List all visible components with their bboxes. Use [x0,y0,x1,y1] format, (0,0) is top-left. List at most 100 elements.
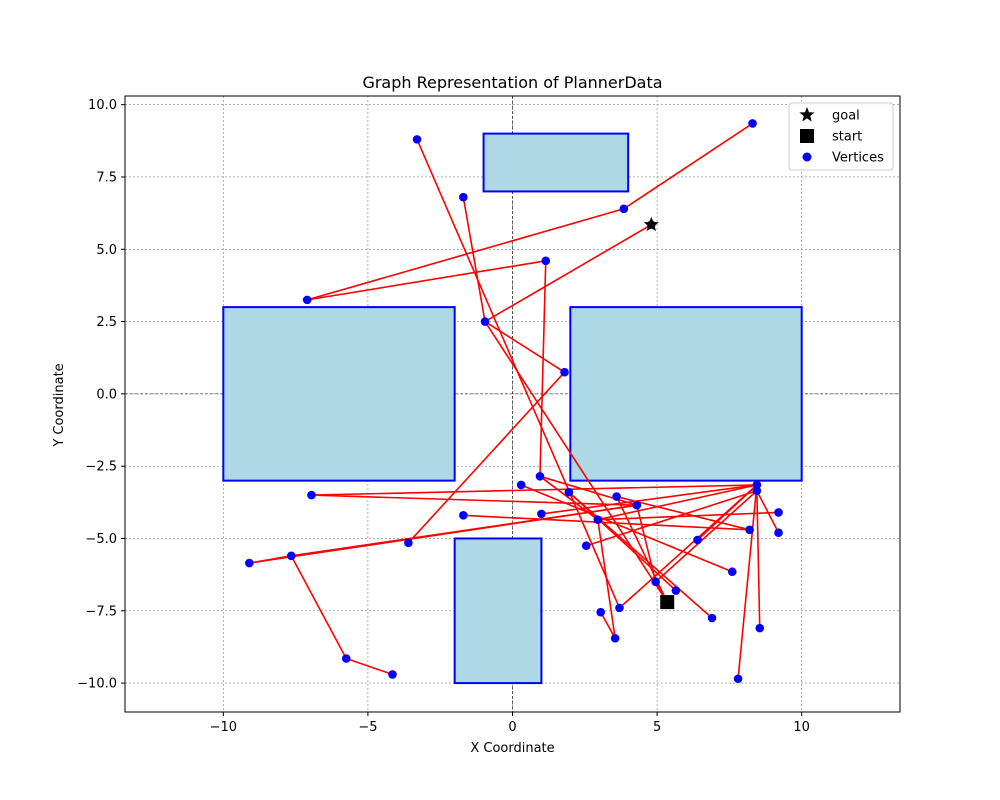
graph-edge [756,490,761,629]
obstacle [453,537,543,685]
x-tick-label: 10 [793,720,810,735]
graph-edge [462,197,486,322]
vertex-point [341,654,351,663]
legend-label: goal [832,109,860,124]
graph-edge [345,657,393,676]
graph-edge [597,519,616,639]
vertex-point [560,367,569,377]
vertex-point [245,558,254,568]
obstacle [222,306,456,482]
x-tick-label: −5 [358,720,377,735]
vertex-point [404,538,413,548]
legend-label: Vertices [832,151,884,166]
goal-marker [643,216,659,232]
legend-label: start [832,130,862,145]
x-tick-label: −10 [210,720,237,735]
y-tick-label: 0.0 [96,387,117,402]
obstacles [222,132,803,685]
legend-box [788,102,894,171]
graph-edge [541,484,757,515]
vertex-point [615,603,624,613]
graph-edge [306,208,625,301]
vertex-point [581,541,591,551]
vertex-point [632,500,642,510]
y-tick-label: −2.5 [85,460,117,475]
vertex-point [727,567,737,577]
x-axis-title: X Coordinate [470,741,554,756]
graph-edge [520,484,733,573]
graph-edge [539,475,638,506]
vertex-point [707,613,717,623]
graph-edge [311,494,637,507]
x-tick-label: 0 [508,720,516,735]
vertex-point [748,119,757,128]
y-tick-label: 5.0 [96,243,117,258]
graph-edge [463,514,750,531]
vertex-point [535,472,545,481]
graph-edge [568,491,713,619]
vertex-point [596,607,605,617]
axis-ticks: −10 −5 0 5 10 10.0 7.5 5.0 2.5 0.0 −2.5 −5.0 −7.5 −10… [77,98,810,735]
graph-edge [307,260,546,301]
y-tick-label: −5.0 [85,532,117,547]
graph-edge [655,490,758,583]
y-tick-label: −7.5 [85,604,117,619]
vertex-point [612,492,621,501]
obstacle [482,132,630,193]
vertex-point [412,135,422,144]
vertex-point [752,486,762,496]
graph-edge [539,260,547,477]
vertex-point [459,192,468,202]
graph-edge [291,504,637,557]
x-tick-label: 5 [653,720,661,735]
vertex-point [286,551,296,561]
vertex-point [651,577,660,587]
graph-edge [311,484,757,496]
vertex-point [745,525,754,535]
vertex-point [593,515,603,524]
legend-vertex-symbol [802,152,812,162]
graph-edge [484,320,565,373]
graph-edge [636,505,657,583]
graph-edges [249,122,780,679]
graph-edge [737,484,758,679]
start-goal-markers [643,216,675,610]
start-marker [660,595,675,610]
graph-edge [615,496,668,603]
vertex-point [480,317,490,326]
vertex-point [516,480,526,490]
y-tick-label: 2.5 [96,315,117,330]
vertex-point [388,670,397,679]
y-tick-label: 7.5 [96,170,117,185]
graph-edge [756,490,780,534]
chart-title: Graph Representation of PlannerData [362,73,662,92]
vertex-point [671,586,681,595]
vertex-point [459,511,468,520]
legend-goal-symbol [799,107,815,122]
graph-edge [585,489,758,547]
vertex-point [541,256,551,266]
vertex-point [564,487,574,497]
vertex-point [774,528,783,537]
vertex-point [619,204,629,214]
vertex-point [755,623,765,633]
vertex-point [537,509,546,519]
legend-start-symbol [800,129,814,143]
vertex-point [307,490,316,500]
y-tick-label: −10.0 [77,677,117,692]
legend: goal start Vertices [788,102,894,171]
graph-edge [484,224,652,323]
graph-edge [407,371,566,544]
graph-edge [600,611,616,639]
vertex-point [302,295,312,305]
y-tick-label: 10.0 [88,98,117,113]
vertex-point [693,535,702,545]
graph-edge [290,555,347,659]
y-axis-title: Y Coordinate [52,363,67,447]
vertex-point [774,508,783,517]
graph-edge [618,484,758,609]
obstacle [569,306,803,482]
graph-edge [623,122,753,210]
vertex-point [610,633,620,643]
